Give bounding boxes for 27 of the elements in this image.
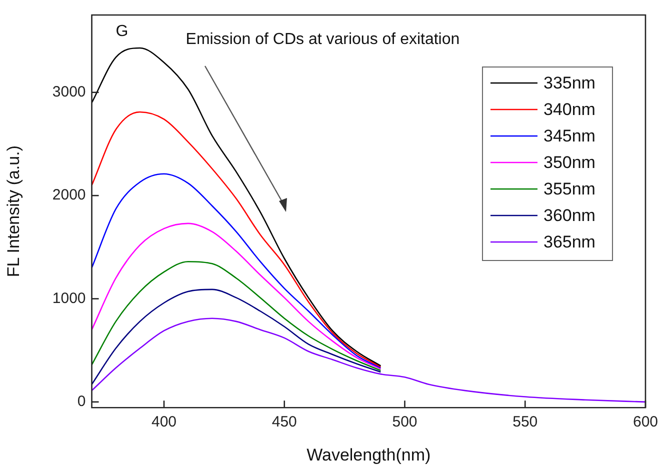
- x-axis-title: Wavelength(nm): [306, 445, 431, 464]
- line-series: [92, 222, 382, 370]
- legend-label: 335nm: [543, 74, 596, 93]
- legend-label: 340nm: [543, 100, 596, 120]
- x-tick-label: 450: [272, 414, 297, 431]
- line-series: [92, 111, 382, 368]
- x-tick-label: 500: [392, 414, 418, 431]
- line-series: [92, 173, 382, 369]
- legend-label: 365nm: [543, 232, 596, 252]
- legend-label: 355nm: [543, 180, 596, 199]
- y-tick-label: 0: [77, 393, 86, 410]
- legend-label: 350nm: [543, 153, 596, 172]
- y-axis-title: FL Intensity (a.u.): [4, 145, 23, 278]
- legend-label: 345nm: [543, 126, 596, 146]
- line-series: [92, 47, 382, 366]
- x-tick-label: 600: [632, 414, 658, 431]
- y-tick-label: 3000: [52, 84, 86, 101]
- line-series: [92, 288, 382, 386]
- x-tick-label: 400: [151, 414, 177, 431]
- annotation: G: [116, 23, 128, 40]
- y-tick-label: 2000: [52, 186, 86, 204]
- line-series: [92, 260, 382, 372]
- y-tick-label: 1000: [52, 290, 86, 307]
- legend-label: 360nm: [543, 206, 596, 226]
- x-tick-label: 550: [512, 414, 538, 431]
- text: Emission of CDs at various of exitation: [186, 31, 460, 48]
- line-series: [92, 318, 646, 403]
